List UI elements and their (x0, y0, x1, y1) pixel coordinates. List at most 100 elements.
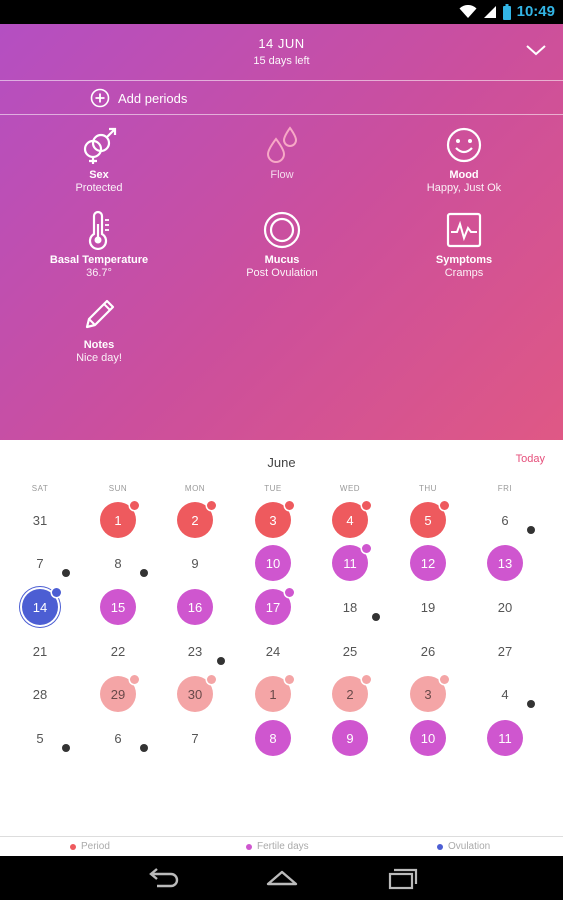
tracker-basal-temperature[interactable]: Basal Temperature 36.7° (9, 210, 189, 279)
weekday-label: WED (339, 484, 361, 493)
divider (0, 80, 563, 81)
calendar-day[interactable]: 5 (22, 720, 70, 756)
calendar-day[interactable]: 6 (100, 720, 148, 756)
chevron-down-icon[interactable] (525, 42, 547, 58)
calendar-day[interactable]: 13 (487, 545, 523, 581)
day-marker-dot (140, 569, 148, 577)
tracker-value: Flow (270, 169, 294, 181)
calendar-day[interactable]: 19 (410, 589, 446, 625)
mucus-ring-icon (263, 211, 301, 249)
calendar-day[interactable]: 12 (410, 545, 446, 581)
calendar-day[interactable]: 2 (332, 675, 371, 712)
day-number: 6 (114, 730, 122, 746)
tracker-flow[interactable]: Flow (192, 125, 372, 181)
status-bar: 10:49 (0, 0, 563, 24)
day-number: 12 (420, 555, 436, 571)
calendar-day[interactable]: 28 (22, 676, 58, 712)
date-header[interactable]: 14 JUN 15 days left (0, 24, 563, 80)
day-marker-dot (207, 675, 216, 684)
month-title: June (267, 455, 296, 470)
calendar-day[interactable]: 11 (487, 720, 523, 756)
tracker-notes[interactable]: Notes Nice day! (9, 295, 189, 364)
day-marker-dot (285, 675, 294, 684)
day-marker-dot (217, 657, 225, 665)
weekday-label: MON (184, 484, 206, 493)
tracker-mucus[interactable]: Mucus Post Ovulation (192, 210, 372, 279)
calendar-day[interactable]: 8 (100, 545, 148, 581)
add-periods-button[interactable]: Add periods (90, 86, 187, 110)
day-marker-dot (527, 700, 535, 708)
calendar-day[interactable]: 9 (332, 720, 368, 756)
day-marker-dot (285, 588, 294, 597)
tracker-label: Notes (83, 339, 115, 351)
recent-apps-icon[interactable] (384, 866, 420, 890)
back-icon[interactable] (145, 866, 181, 890)
calendar-day[interactable]: 5 (410, 501, 449, 538)
flow-drops-icon (266, 126, 298, 163)
signal-icon (483, 5, 496, 18)
day-number: 17 (265, 599, 281, 615)
tracker-mood[interactable]: Mood Happy, Just Ok (374, 125, 554, 194)
day-marker-dot (52, 588, 61, 597)
day-number: 8 (114, 555, 122, 571)
day-marker-dot (140, 744, 148, 752)
legend-ovulation: Ovulation (437, 841, 490, 852)
day-marker-dot (440, 501, 449, 510)
calendar-day[interactable]: 24 (255, 633, 291, 669)
tracker-sex[interactable]: Sex Protected (9, 125, 189, 194)
calendar-day[interactable]: 10 (410, 720, 446, 756)
calendar-day[interactable]: 2 (177, 501, 216, 538)
calendar-day[interactable]: 31 (22, 502, 58, 538)
day-number: 2 (191, 512, 199, 528)
today-button[interactable]: Today (515, 453, 545, 465)
calendar-day[interactable]: 11 (332, 544, 371, 581)
thermometer-icon (88, 210, 109, 250)
tracker-symptoms[interactable]: Symptoms Cramps (374, 210, 554, 279)
calendar-day[interactable]: 4 (332, 501, 371, 538)
day-number: 26 (420, 643, 436, 659)
calendar-day[interactable]: 15 (100, 589, 136, 625)
day-number: 4 (501, 686, 509, 702)
day-marker-dot (285, 501, 294, 510)
home-icon[interactable] (264, 866, 300, 890)
calendar-day[interactable]: 3 (410, 675, 449, 712)
calendar-day[interactable]: 9 (177, 545, 213, 581)
calendar-day[interactable]: 3 (255, 501, 294, 538)
calendar-day[interactable]: 4 (487, 676, 535, 712)
legend-label: Fertile days (257, 841, 309, 852)
calendar-day[interactable]: 22 (100, 633, 136, 669)
fertile-dot-icon (246, 843, 252, 850)
calendar-day[interactable]: 25 (332, 633, 368, 669)
day-number: 19 (420, 599, 436, 615)
calendar-day[interactable]: 29 (100, 675, 139, 712)
calendar-day[interactable]: 6 (487, 502, 535, 538)
calendar-day[interactable]: 1 (255, 675, 294, 712)
calendar-day[interactable]: 7 (177, 720, 213, 756)
calendar-day[interactable]: 17 (255, 588, 294, 625)
calendar-day[interactable]: 23 (177, 633, 225, 669)
calendar-day[interactable]: 14 (22, 588, 61, 625)
calendar-day[interactable]: 8 (255, 720, 291, 756)
calendar-day[interactable]: 20 (487, 589, 523, 625)
day-number: 18 (342, 599, 358, 615)
day-number: 1 (269, 686, 277, 702)
calendar-day[interactable]: 1 (100, 501, 139, 538)
battery-icon (502, 3, 511, 20)
calendar-day[interactable]: 10 (255, 545, 291, 581)
day-marker-dot (130, 675, 139, 684)
day-marker-dot (372, 613, 380, 621)
day-number: 27 (497, 643, 513, 659)
calendar-day[interactable]: 18 (332, 589, 380, 625)
day-number: 7 (36, 555, 44, 571)
legend-fertile: Fertile days (246, 841, 309, 852)
calendar-day[interactable]: 26 (410, 633, 446, 669)
calendar-day[interactable]: 30 (177, 675, 216, 712)
calendar-day[interactable]: 27 (487, 633, 523, 669)
calendar-day[interactable]: 16 (177, 589, 213, 625)
calendar-day[interactable]: 7 (22, 545, 70, 581)
tracker-label: Mood (449, 169, 479, 181)
day-number: 2 (346, 686, 354, 702)
tracker-value: Nice day! (76, 352, 122, 364)
calendar-day[interactable]: 21 (22, 633, 58, 669)
day-number: 5 (424, 512, 432, 528)
